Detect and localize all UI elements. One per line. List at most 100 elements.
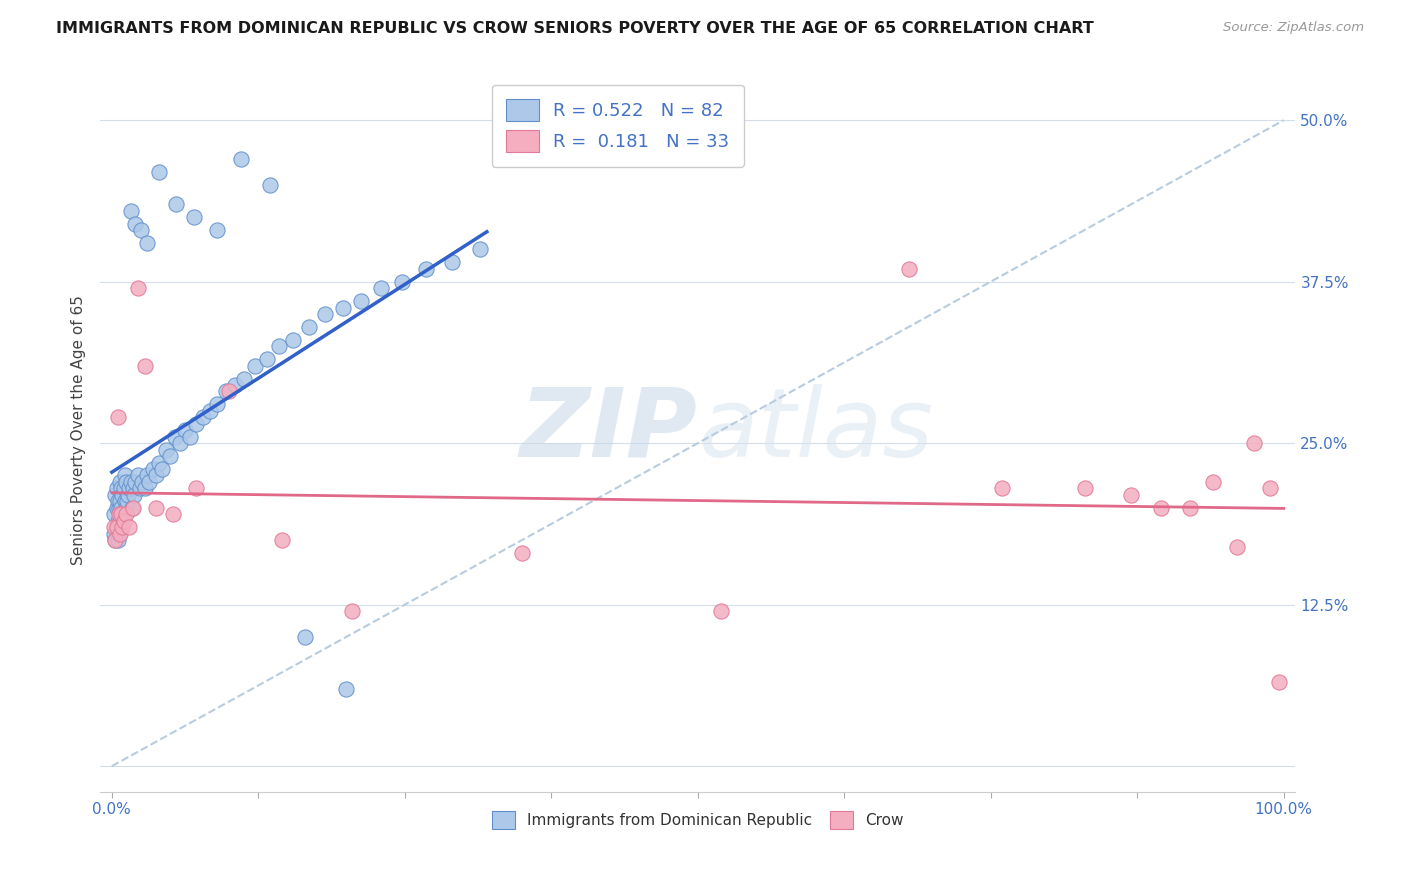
Point — [104, 533, 127, 547]
Point — [122, 500, 145, 515]
Point — [108, 475, 131, 489]
Point — [111, 520, 134, 534]
Point — [224, 378, 246, 392]
Point — [107, 494, 129, 508]
Point — [127, 281, 149, 295]
Point — [897, 261, 920, 276]
Point — [1178, 500, 1201, 515]
Point — [229, 152, 252, 166]
Point — [120, 475, 142, 489]
Point — [112, 507, 135, 521]
Point — [124, 217, 146, 231]
Point — [162, 507, 184, 521]
Point — [340, 604, 363, 618]
Point — [179, 430, 201, 444]
Point — [115, 475, 138, 489]
Point — [186, 417, 208, 431]
Point — [1121, 488, 1143, 502]
Point — [105, 520, 128, 534]
Point — [110, 482, 132, 496]
Point — [468, 243, 491, 257]
Point — [314, 307, 336, 321]
Point — [991, 482, 1014, 496]
Point — [256, 352, 278, 367]
Point — [107, 533, 129, 547]
Point — [103, 526, 125, 541]
Point — [193, 410, 215, 425]
Point — [127, 468, 149, 483]
Point — [121, 500, 143, 515]
Point — [186, 482, 208, 496]
Point — [104, 533, 127, 547]
Point — [103, 520, 125, 534]
Point — [111, 507, 134, 521]
Point — [283, 333, 305, 347]
Point — [112, 514, 135, 528]
Point — [207, 397, 229, 411]
Point — [129, 482, 152, 496]
Point — [105, 500, 128, 515]
Point — [142, 462, 165, 476]
Point — [120, 203, 142, 218]
Point — [440, 255, 463, 269]
Point — [148, 165, 170, 179]
Point — [105, 520, 128, 534]
Point — [103, 507, 125, 521]
Point — [117, 488, 139, 502]
Point — [131, 475, 153, 489]
Point — [145, 500, 167, 515]
Point — [108, 494, 131, 508]
Point — [108, 514, 131, 528]
Point — [1243, 436, 1265, 450]
Point — [112, 482, 135, 496]
Point — [129, 223, 152, 237]
Point — [107, 410, 129, 425]
Point — [148, 456, 170, 470]
Text: atlas: atlas — [697, 384, 932, 476]
Point — [150, 462, 173, 476]
Point — [169, 436, 191, 450]
Point — [270, 533, 292, 547]
Point — [233, 371, 256, 385]
Point — [1226, 540, 1249, 554]
Point — [165, 430, 187, 444]
Point — [110, 520, 132, 534]
Point — [415, 261, 437, 276]
Point — [138, 475, 160, 489]
Point — [710, 604, 733, 618]
Point — [155, 442, 177, 457]
Point — [259, 178, 281, 192]
Point — [218, 384, 240, 399]
Point — [115, 507, 138, 521]
Point — [214, 384, 236, 399]
Point — [134, 482, 156, 496]
Point — [124, 475, 146, 489]
Point — [1268, 675, 1291, 690]
Point — [115, 500, 138, 515]
Point — [134, 359, 156, 373]
Point — [145, 468, 167, 483]
Point — [159, 449, 181, 463]
Point — [200, 404, 222, 418]
Point — [173, 423, 195, 437]
Point — [111, 488, 134, 502]
Point — [1150, 500, 1173, 515]
Point — [115, 494, 138, 508]
Point — [108, 526, 131, 541]
Point — [108, 526, 131, 541]
Point — [104, 488, 127, 502]
Point — [165, 197, 187, 211]
Point — [118, 520, 141, 534]
Y-axis label: Seniors Poverty Over the Age of 65: Seniors Poverty Over the Age of 65 — [72, 295, 86, 566]
Point — [350, 294, 373, 309]
Point — [269, 339, 291, 353]
Point — [105, 482, 128, 496]
Point — [108, 507, 131, 521]
Point — [136, 235, 159, 250]
Point — [1202, 475, 1225, 489]
Point — [1258, 482, 1281, 496]
Text: ZIP: ZIP — [520, 384, 697, 476]
Legend: Immigrants from Dominican Republic, Crow: Immigrants from Dominican Republic, Crow — [485, 805, 910, 835]
Point — [335, 681, 357, 696]
Point — [391, 275, 413, 289]
